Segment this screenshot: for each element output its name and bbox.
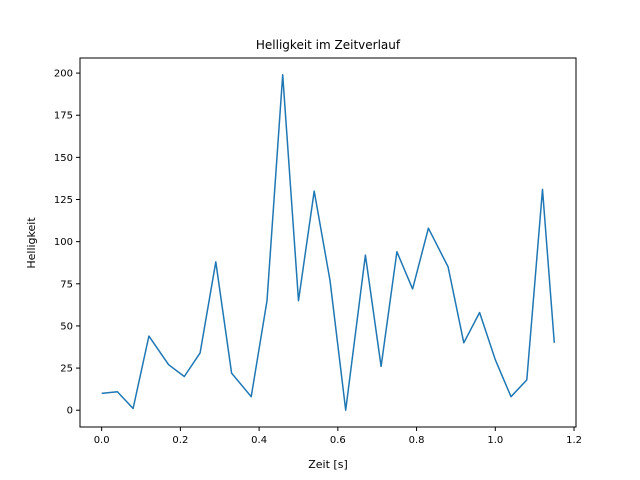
y-tick-label: 50 bbox=[60, 321, 73, 332]
y-tick-label: 150 bbox=[54, 153, 73, 164]
x-tick-label: 0.6 bbox=[330, 435, 346, 446]
x-tick-label: 0.2 bbox=[172, 435, 188, 446]
y-tick-label: 100 bbox=[54, 237, 73, 248]
y-axis-label: Helligkeit bbox=[25, 217, 38, 269]
x-tick-label: 0.0 bbox=[94, 435, 110, 446]
series-line bbox=[101, 74, 556, 411]
chart-title: Helligkeit im Zeitverlauf bbox=[256, 38, 401, 52]
plot-frame bbox=[79, 57, 577, 428]
x-tick-label: 1.0 bbox=[487, 435, 503, 446]
y-tick-label: 75 bbox=[60, 279, 73, 290]
x-axis-label: Zeit [s] bbox=[308, 458, 347, 471]
y-tick-label: 25 bbox=[60, 364, 73, 375]
x-tick-label: 1.2 bbox=[566, 435, 582, 446]
y-tick-label: 0 bbox=[67, 406, 73, 417]
y-tick-label: 175 bbox=[54, 111, 73, 122]
x-tick-label: 0.4 bbox=[251, 435, 267, 446]
x-tick-label: 0.8 bbox=[409, 435, 425, 446]
plot-area bbox=[80, 58, 576, 427]
y-tick-label: 200 bbox=[54, 69, 73, 80]
y-tick-label: 125 bbox=[54, 195, 73, 206]
